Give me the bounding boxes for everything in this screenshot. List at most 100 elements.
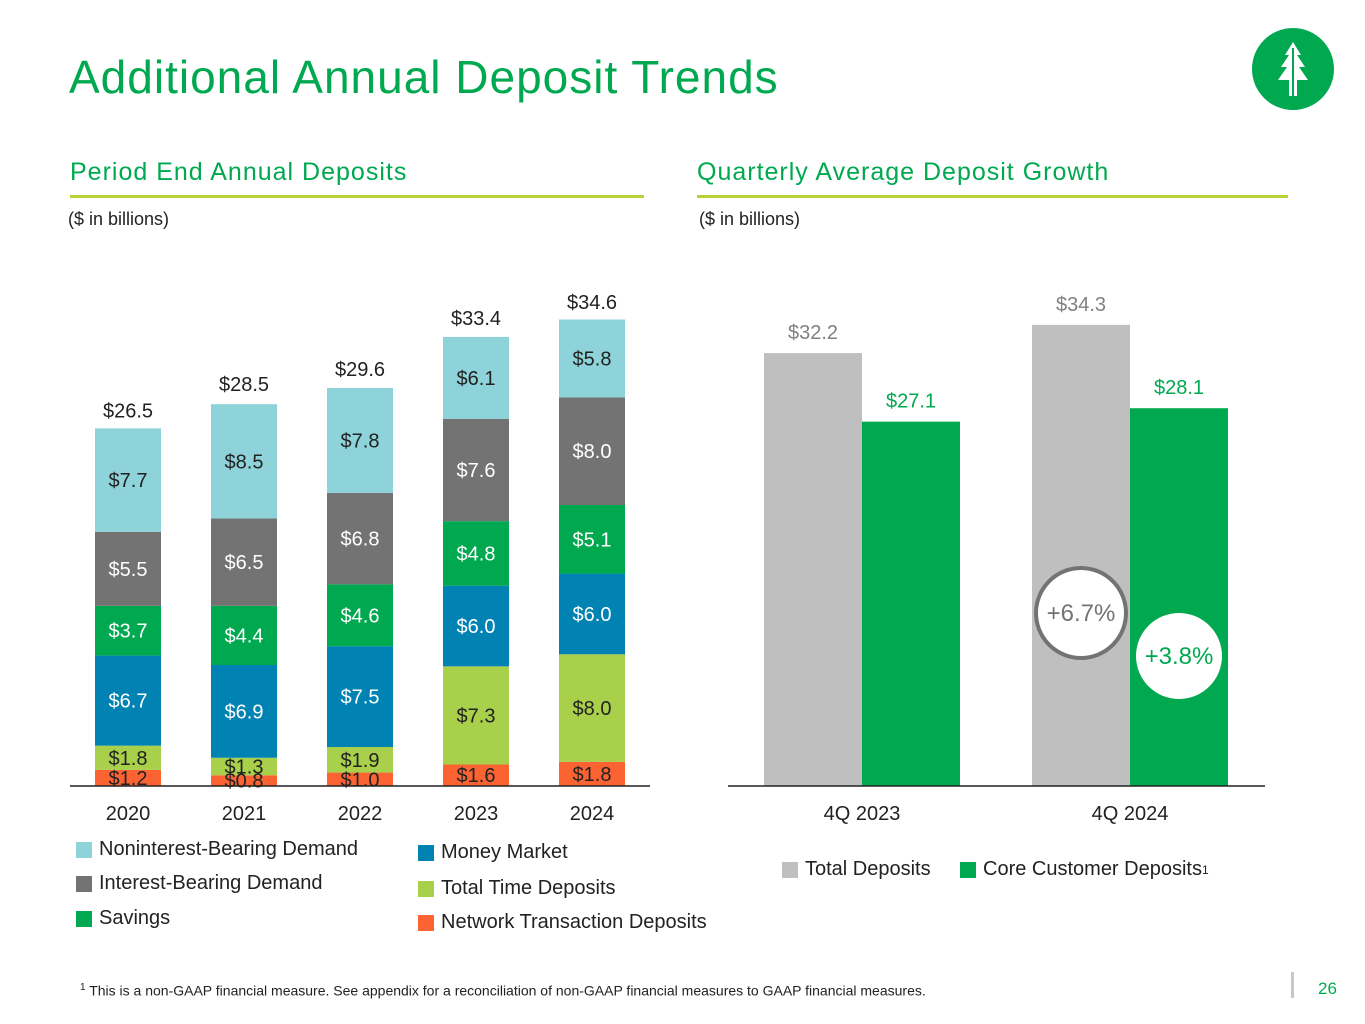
- segment-label: $6.0: [573, 604, 612, 626]
- bar-segment: [443, 418, 509, 522]
- legend-item: Noninterest-Bearing Demand: [76, 838, 358, 861]
- segment-label: $6.9: [225, 701, 264, 723]
- total-deposits-growth-badge: +6.7%: [1034, 566, 1128, 660]
- brand-logo: [1252, 28, 1334, 110]
- segment-label: $5.1: [573, 529, 612, 551]
- right-section-title: Quarterly Average Deposit Growth: [697, 158, 1110, 186]
- segment-label: $6.7: [109, 691, 148, 713]
- core-deposits-growth-label: +3.8%: [1145, 643, 1214, 670]
- segment-label: $8.0: [573, 441, 612, 463]
- segment-label: $8.5: [225, 451, 264, 473]
- segment-label: $6.8: [341, 529, 380, 551]
- x-tick-label: 2024: [570, 803, 615, 825]
- bar-total-label: $33.4: [451, 308, 501, 330]
- legend-swatch: [418, 844, 434, 861]
- segment-label: $1.8: [573, 764, 612, 786]
- segment-label: $1.2: [109, 768, 148, 790]
- segment-label: $5.8: [573, 348, 612, 370]
- legend-swatch: [418, 914, 434, 931]
- bar-segment: [211, 404, 277, 519]
- segment-label: $1.8: [109, 748, 148, 770]
- bar-segment: [95, 745, 161, 770]
- bar-segment: [443, 336, 509, 419]
- bar-segment: [327, 388, 393, 493]
- legend-label: Core Customer Deposits: [983, 858, 1202, 880]
- left-unit-note: ($ in billions): [68, 209, 170, 229]
- legend-item: Savings: [76, 907, 170, 930]
- bar-segment: [327, 747, 393, 773]
- quarterly-growth-chart: $32.2 $27.1 4Q 2023 $34.3 $28.1 4Q 2024 +6.7% +…: [728, 294, 1265, 825]
- legend-item: Money Market: [418, 841, 568, 864]
- segment-label: $4.4: [225, 625, 264, 647]
- x-tick-label: 4Q 2023: [824, 803, 901, 825]
- bar-segment: [95, 605, 161, 656]
- x-tick-label: 4Q 2024: [1092, 803, 1169, 825]
- right-unit-note: ($ in billions): [699, 209, 801, 229]
- bar-total-label: $28.5: [219, 374, 269, 396]
- core-deposits-growth-badge: +3.8%: [1136, 613, 1222, 699]
- bar-total-label: $34.6: [567, 292, 617, 314]
- page-title: Additional Annual Deposit Trends: [69, 51, 779, 103]
- bar-segment: [443, 764, 509, 786]
- bar-segment: [211, 665, 277, 758]
- segment-label: $0.8: [225, 771, 264, 793]
- legend-label: Network Transaction Deposits: [441, 911, 707, 933]
- bar-segment: [559, 573, 625, 655]
- bar-segment: [211, 775, 277, 786]
- page-divider: [1291, 972, 1294, 998]
- bar-segment: [559, 397, 625, 506]
- legend-item: Total Time Deposits: [418, 877, 616, 900]
- bar-segment: [327, 584, 393, 647]
- legend-swatch: [782, 861, 798, 878]
- legend-label: Total Time Deposits: [441, 877, 616, 899]
- segment-label: $7.3: [457, 705, 496, 727]
- bar: [1032, 324, 1130, 786]
- footnote-marker: 1: [80, 982, 86, 993]
- legend-swatch: [418, 880, 434, 897]
- bar-segment: [443, 521, 509, 586]
- legend-label: Interest-Bearing Demand: [99, 872, 323, 894]
- segment-label: $1.0: [341, 769, 380, 791]
- footnote-text: This is a non-GAAP financial measure. Se…: [89, 982, 926, 999]
- bar-segment: [443, 666, 509, 765]
- bar-total-label: $29.6: [335, 359, 385, 381]
- bar-segment: [95, 769, 161, 786]
- bar-segment: [95, 428, 161, 532]
- bar-value-label: $32.2: [788, 322, 838, 344]
- segment-label: $1.3: [225, 757, 264, 779]
- segment-label: $8.0: [573, 698, 612, 720]
- legend-swatch: [960, 861, 976, 878]
- legend-swatch: [76, 875, 92, 892]
- segment-label: $4.6: [341, 605, 380, 627]
- segment-label: $7.5: [341, 687, 380, 709]
- segment-label: $7.6: [457, 460, 496, 482]
- segment-label: $3.7: [109, 621, 148, 643]
- legend-item: Core Customer Deposits 1: [960, 858, 1209, 881]
- bar-total-label: $26.5: [103, 401, 153, 423]
- bar-segment: [95, 655, 161, 746]
- legend-label: Savings: [99, 907, 171, 929]
- bar-value-label: $28.1: [1154, 377, 1204, 399]
- bar-segment: [443, 585, 509, 667]
- left-section-rule: [70, 195, 644, 198]
- bar-segment: [211, 757, 277, 776]
- segment-label: $6.5: [225, 552, 264, 574]
- legend-label: Money Market: [441, 841, 568, 863]
- bar: [764, 353, 862, 786]
- legend-item: Total Deposits: [782, 858, 931, 881]
- bar-value-label: $34.3: [1056, 294, 1106, 316]
- left-section-title: Period End Annual Deposits: [70, 158, 408, 186]
- legend-label: Total Deposits: [805, 858, 931, 880]
- segment-label: $4.8: [457, 543, 496, 565]
- bar-segment: [327, 492, 393, 585]
- legend-item: Network Transaction Deposits: [418, 911, 707, 934]
- total-deposits-growth-label: +6.7%: [1047, 600, 1116, 627]
- x-tick-label: 2023: [454, 803, 499, 825]
- bar-segment: [559, 505, 625, 574]
- bar-segment: [327, 646, 393, 748]
- x-tick-label: 2020: [106, 803, 151, 825]
- page-number: 26: [1318, 979, 1337, 998]
- legend-swatch: [76, 910, 92, 927]
- segment-label: $5.5: [109, 559, 148, 581]
- segment-label: $7.8: [341, 430, 380, 452]
